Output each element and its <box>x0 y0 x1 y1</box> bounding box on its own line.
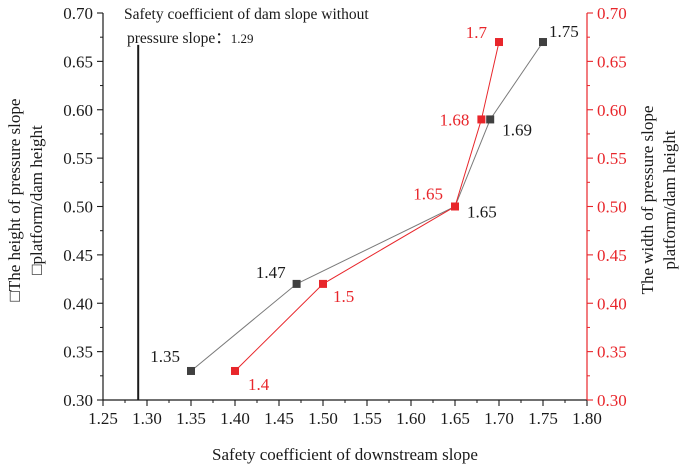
data-point-left <box>187 366 195 375</box>
data-point-left <box>539 38 547 47</box>
x-tick-label: 1.25 <box>88 409 118 428</box>
right-axis-title-line1: The width of pressure slope <box>638 106 657 295</box>
right-tick-label: 0.55 <box>597 149 627 168</box>
data-label-left: 1.75 <box>549 22 579 41</box>
left-tick-label: 0.65 <box>63 52 93 71</box>
right-tick-label: 0.35 <box>597 343 627 362</box>
left-tick-label: 0.50 <box>63 198 93 217</box>
data-label-right: 1.5 <box>333 287 354 306</box>
data-label-right: 1.65 <box>413 185 443 204</box>
x-tick-label: 1.60 <box>396 409 426 428</box>
right-tick-label: 0.60 <box>597 101 627 120</box>
data-label-left: 1.65 <box>467 203 497 222</box>
series-line-right <box>234 41 500 372</box>
right-tick-label: 0.50 <box>597 198 627 217</box>
reference-annotation-value: 1.29 <box>231 31 254 46</box>
x-tick-label: 1.40 <box>220 409 250 428</box>
data-point-right <box>477 115 486 124</box>
reference-annotation-line1: Safety coefficient of dam slope without <box>124 6 369 23</box>
right-axis-title-line2: platform/dam height <box>660 130 679 270</box>
left-tick-label: 0.30 <box>63 391 93 410</box>
right-tick-label: 0.70 <box>597 4 627 23</box>
x-tick-label: 1.35 <box>176 409 206 428</box>
x-tick-label: 1.65 <box>440 409 470 428</box>
x-tick-label: 1.50 <box>308 409 338 428</box>
data-label-left: 1.35 <box>150 347 180 366</box>
x-tick-label: 1.55 <box>352 409 382 428</box>
left-tick-label: 0.70 <box>63 4 93 23</box>
x-tick-label: 1.30 <box>132 409 162 428</box>
data-label-right: 1.68 <box>440 110 470 129</box>
data-point-left <box>486 115 495 124</box>
x-axis-title: Safety coefficient of downstream slope <box>212 445 478 464</box>
data-label-right: 1.4 <box>248 375 270 394</box>
right-tick-label: 0.40 <box>597 294 627 313</box>
data-point-right <box>451 202 459 211</box>
right-tick-label: 0.45 <box>597 246 627 265</box>
left-tick-label: 0.35 <box>63 343 93 362</box>
reference-annotation-label: pressure slope： <box>127 30 231 47</box>
x-tick-label: 1.70 <box>484 409 514 428</box>
reference-annotation-line2: pressure slope：1.29 <box>127 30 254 47</box>
data-point-left <box>292 279 301 288</box>
data-point-right <box>495 38 503 47</box>
data-label-left: 1.47 <box>256 263 286 282</box>
data-point-right <box>231 366 239 375</box>
data-label-right: 1.7 <box>466 23 488 42</box>
data-point-right <box>319 279 327 288</box>
left-axis-title-line2: □platform/dam height <box>27 125 46 275</box>
x-tick-label: 1.80 <box>572 409 602 428</box>
right-tick-label: 0.30 <box>597 391 627 410</box>
left-tick-label: 0.40 <box>63 294 93 313</box>
x-tick-label: 1.75 <box>528 409 558 428</box>
left-tick-label: 0.60 <box>63 101 93 120</box>
x-tick-label: 1.45 <box>264 409 294 428</box>
left-tick-label: 0.55 <box>63 149 93 168</box>
data-label-left: 1.69 <box>502 120 532 139</box>
left-axis-title-line1: □The height of pressure slope <box>5 99 24 302</box>
left-tick-label: 0.45 <box>63 246 93 265</box>
right-tick-label: 0.65 <box>597 52 627 71</box>
